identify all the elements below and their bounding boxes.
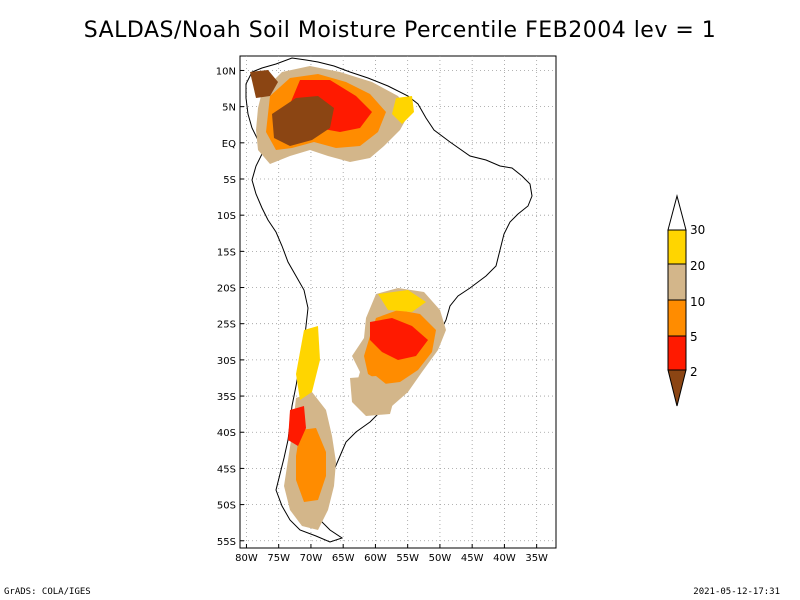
colorbar-bin-10-20 — [667, 263, 687, 301]
patch-south-orange — [296, 428, 326, 502]
lat-tick-label: 10N — [216, 66, 236, 77]
footer-timestamp: 2021-05-12-17:31 — [693, 587, 780, 597]
colorbar-bin-20-30 — [667, 229, 687, 265]
lat-tick-label: 45S — [217, 464, 236, 475]
patch-north-brown — [272, 96, 334, 146]
lon-tick-label: 45W — [461, 553, 484, 564]
lat-tick-label: 40S — [217, 428, 236, 439]
lon-tick-label: 65W — [332, 553, 355, 564]
patch-south-tan-2 — [350, 376, 396, 416]
legend-label-20: 20 — [690, 259, 705, 273]
continent-outline — [245, 57, 533, 543]
lon-tick-label: 80W — [235, 553, 258, 564]
lat-tick-label: 20S — [217, 284, 236, 295]
lat-tick-label: 35S — [217, 392, 236, 403]
patch-southeast-yellow — [378, 290, 426, 312]
colorbar-bin-2-5 — [667, 335, 687, 371]
patch-south-red — [288, 406, 306, 446]
patch-southeast-red — [370, 318, 428, 360]
lat-tick-label: 50S — [217, 501, 236, 512]
map-title: SALDAS/Noah Soil Moisture Percentile FEB… — [83, 18, 717, 43]
legend-label-30: 30 — [690, 223, 705, 237]
patch-north-yellow — [392, 96, 414, 124]
lon-tick-label: 55W — [396, 553, 419, 564]
legend-label-5: 5 — [690, 330, 698, 344]
colorbar: 30 20 10 5 2 — [667, 194, 705, 407]
patch-north-brown-2 — [250, 70, 278, 98]
lat-tick-label: 55S — [217, 537, 236, 548]
lat-tick-label: EQ — [222, 139, 236, 150]
lat-tick-label: 15S — [217, 247, 236, 258]
lon-tick-label: 40W — [493, 553, 516, 564]
lat-tick-label: 10S — [217, 211, 236, 222]
patch-south-yellow — [296, 326, 320, 400]
lon-tick-label: 60W — [364, 553, 387, 564]
lon-tick-label: 75W — [267, 553, 290, 564]
footer-credit: GrADS: COLA/IGES — [4, 587, 91, 597]
lat-tick-label: 25S — [217, 320, 236, 331]
lat-tick-label: 5N — [222, 103, 236, 114]
lon-tick-label: 50W — [429, 553, 452, 564]
colorbar-top-arrow — [667, 194, 687, 231]
legend-label-10: 10 — [690, 295, 705, 309]
legend-label-2: 2 — [690, 365, 698, 379]
lat-tick-label: 5S — [223, 175, 236, 186]
colorbar-bottom-arrow — [667, 369, 687, 407]
colorbar-bin-5-10 — [667, 299, 687, 337]
lon-tick-label: 70W — [300, 553, 323, 564]
lon-tick-label: 35W — [525, 553, 548, 564]
map-field — [245, 57, 533, 543]
lat-tick-label: 30S — [217, 356, 236, 367]
axis-ticks: 10N 5N EQ 5S 10S 15S 20S 25S 30S 35S 40S 45S 50S 55S 8… — [216, 66, 548, 564]
